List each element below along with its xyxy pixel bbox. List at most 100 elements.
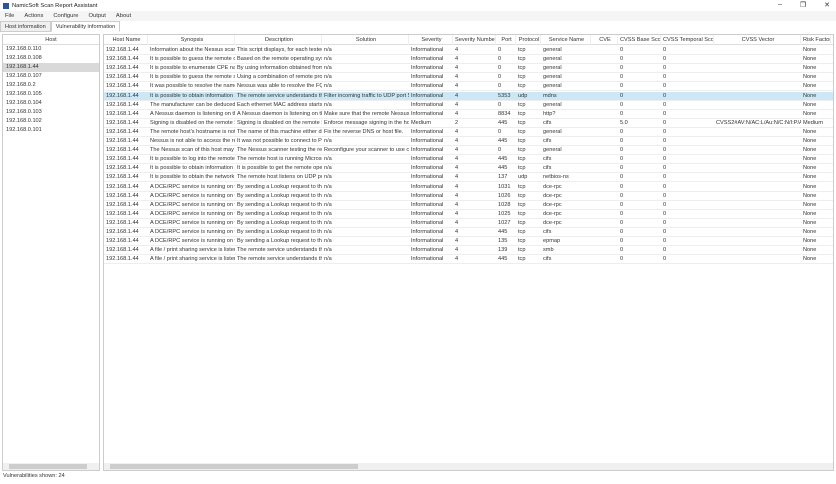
host-list-scrollbar[interactable]: [3, 463, 99, 470]
tab-host-information[interactable]: Host information: [0, 21, 51, 32]
table-cell: 0: [663, 238, 667, 245]
table-row[interactable]: 192.168.1.44 A DCE/RPC service is running…: [104, 219, 833, 228]
table-row[interactable]: 192.168.1.44 It is possible to log into t…: [104, 155, 833, 165]
table-cell: [714, 64, 801, 73]
column-header[interactable]: Severity Number: [455, 35, 496, 45]
table-row[interactable]: 192.168.1.44 The remote host's hostname i…: [104, 128, 833, 137]
host-item[interactable]: 192.168.0.2: [6, 82, 36, 88]
column-header[interactable]: Service Name: [541, 35, 591, 45]
table-row[interactable]: 192.168.1.44 It is possible to obtain inf…: [104, 91, 833, 101]
table-cell: tcp: [518, 119, 526, 126]
table-row[interactable]: 192.168.1.44 Information about the Nessus…: [104, 46, 833, 56]
table-cell: The name of this machine either does: [237, 128, 322, 135]
table-scrollbar[interactable]: [104, 463, 833, 470]
table-cell: cifs: [543, 229, 552, 235]
host-item[interactable]: 192.168.1.44: [3, 63, 99, 72]
column-header[interactable]: S: [831, 35, 833, 45]
table-row[interactable]: 192.168.1.44 It is possible to enumerate …: [104, 64, 833, 74]
table-cell: [591, 55, 618, 64]
column-header[interactable]: CVSS Temporal Score: [663, 35, 714, 45]
table-cell: 137: [498, 174, 508, 181]
table-row[interactable]: 192.168.1.44 It is possible to guess the …: [104, 73, 833, 83]
table-cell: 0: [663, 56, 667, 63]
column-header[interactable]: Solution: [322, 35, 409, 45]
host-item[interactable]: 192.168.0.107: [6, 73, 42, 79]
table-row[interactable]: 192.168.1.44 It is possible to obtain the…: [104, 173, 833, 183]
tab-vulnerability-information[interactable]: Vulnerability information: [50, 21, 121, 32]
title-bar: NamicSoft Scan Report Assistant – ❐ ✕: [0, 0, 836, 11]
host-item[interactable]: 192.168.0.104: [6, 100, 42, 106]
table-row[interactable]: 192.168.1.44 A DCE/RPC service is running…: [104, 201, 833, 210]
table-cell: A Nessus daemon is listening on the: [150, 110, 235, 117]
table-cell: [591, 228, 618, 237]
host-item[interactable]: 192.168.0.105: [6, 91, 42, 97]
menu-file[interactable]: File: [5, 13, 15, 19]
scrollbar-thumb[interactable]: [9, 464, 87, 469]
table-cell: Informational: [411, 74, 444, 81]
table-row[interactable]: 192.168.1.44 It was possible to resolve t…: [104, 82, 833, 92]
table-cell: 0: [663, 74, 667, 81]
table-cell: The remote service understands the: [237, 92, 322, 99]
menu-about[interactable]: About: [115, 13, 132, 19]
scrollbar-thumb[interactable]: [110, 464, 358, 469]
table-row[interactable]: 192.168.1.44 Nessus is not able to access…: [104, 137, 833, 147]
table-row[interactable]: 192.168.1.44 A DCE/RPC service is running…: [104, 237, 833, 247]
host-item[interactable]: 192.168.0.102: [6, 118, 42, 124]
table-cell: [591, 46, 618, 55]
host-item[interactable]: 192.168.0.103: [6, 109, 42, 115]
close-icon[interactable]: ✕: [824, 2, 830, 9]
table-cell: 445: [498, 229, 508, 235]
table-cell: Reconfigure your scanner to use credenti…: [324, 147, 409, 154]
table-cell: Information about the Nessus scan.: [150, 47, 235, 53]
host-item[interactable]: 192.168.0.110: [6, 46, 42, 52]
table-cell: It is possible to obtain information abo…: [150, 165, 235, 172]
table-row[interactable]: 192.168.1.44 A file / print sharing servi…: [104, 246, 833, 256]
table-cell: Fix the reverse DNS or host file.: [324, 128, 404, 135]
column-header[interactable]: Risk Factor: [803, 35, 831, 45]
host-list-header[interactable]: Host: [3, 35, 99, 45]
host-item[interactable]: 192.168.0.108: [6, 55, 42, 61]
menu-output[interactable]: Output: [88, 13, 106, 19]
column-header[interactable]: Protocol: [516, 35, 541, 45]
table-row[interactable]: 192.168.1.44 Signing is disabled on the r…: [104, 119, 833, 128]
column-header[interactable]: Severity: [409, 35, 453, 45]
table-cell: 0: [498, 65, 502, 72]
table-cell: [714, 219, 801, 228]
table-row[interactable]: 192.168.1.44 It is possible to guess the …: [104, 55, 833, 65]
column-header[interactable]: CVSS Base Score: [620, 35, 661, 45]
menu-actions[interactable]: Actions: [24, 13, 44, 19]
table-row[interactable]: 192.168.1.44 A DCE/RPC service is running…: [104, 183, 833, 192]
table-cell: A DCE/RPC service is running on the: [150, 201, 235, 208]
host-item[interactable]: 192.168.0.101: [6, 127, 42, 133]
table-cell: 1028: [498, 201, 511, 208]
column-header[interactable]: CVE: [591, 35, 618, 45]
table-row[interactable]: 192.168.1.44 It is possible to obtain inf…: [104, 164, 833, 174]
table-row[interactable]: 192.168.1.44 The manufacturer can be dedu…: [104, 101, 833, 110]
table-cell: n/a: [324, 165, 332, 172]
column-header[interactable]: CVSS Vector: [714, 35, 801, 45]
table-cell: 5.0: [620, 119, 628, 126]
table-row[interactable]: 192.168.1.44 A file / print sharing servi…: [104, 255, 833, 265]
table-row[interactable]: 192.168.1.44 The Nessus scan of this host…: [104, 146, 833, 156]
column-header[interactable]: Synopsis: [148, 35, 235, 45]
table-cell: Informational: [411, 174, 444, 181]
table-row[interactable]: 192.168.1.44 A DCE/RPC service is running…: [104, 228, 833, 238]
table-cell: [714, 201, 801, 210]
restore-icon[interactable]: ❐: [799, 2, 807, 9]
table-cell: 0: [620, 83, 624, 90]
menu-configure[interactable]: Configure: [53, 13, 79, 19]
table-row[interactable]: 192.168.1.44 A Nessus daemon is listening…: [104, 110, 833, 119]
minimize-icon[interactable]: –: [777, 1, 782, 8]
table-cell: general: [543, 101, 562, 108]
table-cell: Informational: [411, 101, 444, 108]
column-header[interactable]: Description: [235, 35, 322, 45]
column-header[interactable]: Port: [496, 35, 516, 45]
table-row[interactable]: 192.168.1.44 A DCE/RPC service is running…: [104, 192, 833, 201]
table-cell: [714, 246, 801, 255]
status-bar: Vulnerabilities shown: 24: [3, 473, 65, 479]
column-header[interactable]: Host Name: [104, 35, 148, 45]
table-row[interactable]: 192.168.1.44 A DCE/RPC service is running…: [104, 210, 833, 219]
table-cell: tcp: [518, 238, 526, 245]
table-cell: A Nessus daemon is listening on the: [237, 110, 322, 117]
table-cell: general: [543, 147, 562, 154]
